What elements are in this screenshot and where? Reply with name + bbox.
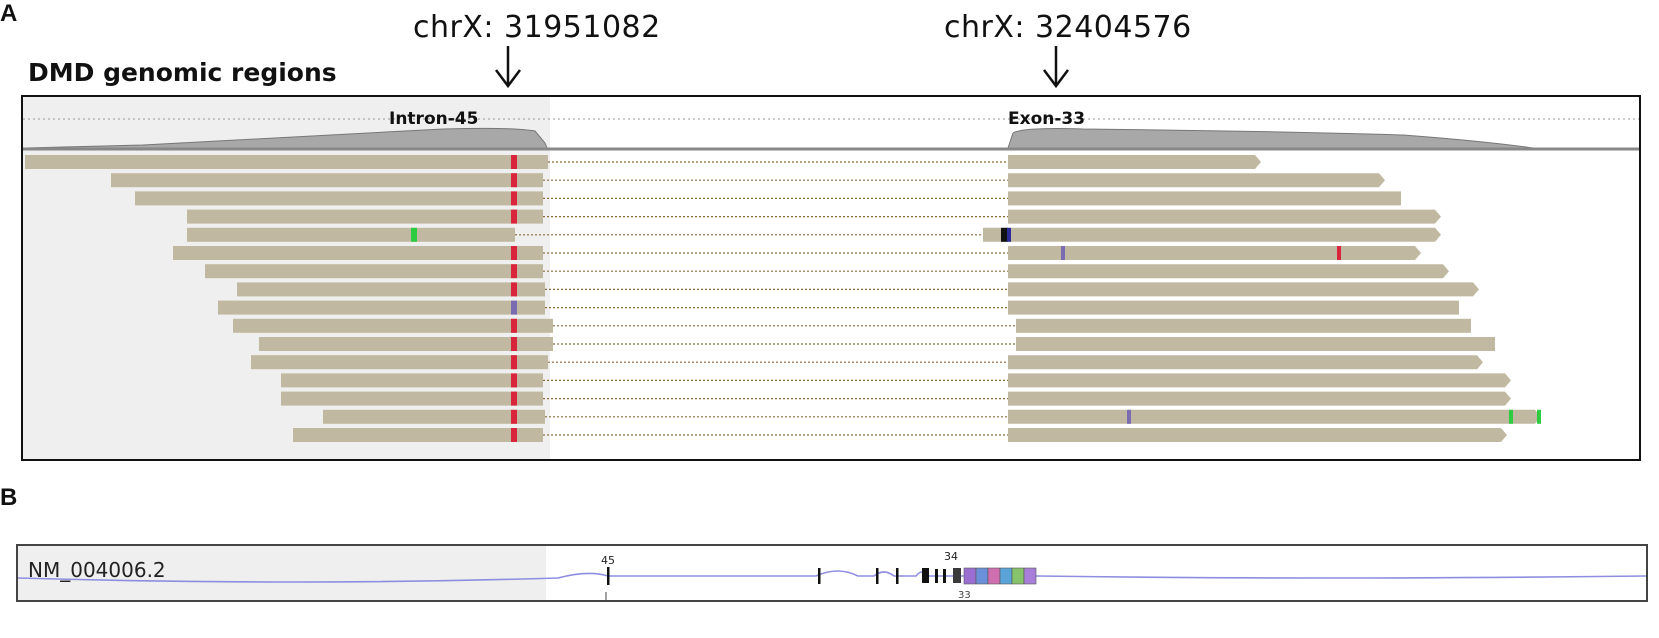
mismatch-marker (511, 337, 517, 351)
read-segment-right (1016, 337, 1495, 351)
exon-mark (943, 569, 946, 583)
mismatch-marker (1337, 246, 1341, 260)
fusion-exon-block (1023, 567, 1037, 585)
exon-mark (922, 568, 929, 583)
read-segment-right (1008, 246, 1421, 260)
exon-mark (896, 568, 899, 584)
panel-a-letter: A (0, 0, 18, 27)
read-segment-left (205, 264, 543, 279)
mismatch-marker (1007, 227, 1011, 242)
read-segment-left (323, 409, 545, 424)
read-segment-right (1008, 209, 1441, 224)
read-segment-right (1008, 173, 1385, 188)
fusion-exon-block (1011, 567, 1025, 585)
read-segment-right (1008, 282, 1479, 297)
breakpoint-right-arrow (1043, 46, 1069, 89)
mismatch-marker (511, 209, 517, 224)
mismatch-marker (1509, 409, 1513, 424)
read-segment-right (1008, 409, 1541, 424)
transcript-label: NM_004006.2 (28, 558, 166, 582)
exon-mark (953, 568, 961, 583)
reads-group (25, 155, 1541, 442)
read-segment-right (1008, 155, 1261, 169)
coverage-left (24, 127, 548, 149)
read-segment-right (1016, 318, 1471, 333)
intron-line (18, 570, 1646, 583)
coverage-track (24, 127, 1534, 149)
mismatch-marker (511, 246, 517, 260)
exon-mark (607, 567, 610, 585)
read-segment-left (135, 191, 543, 206)
read-segment-right (1008, 191, 1401, 206)
transcript-shade (18, 546, 546, 600)
read-segment-right (983, 227, 1441, 242)
exon-33-label: Exon-33 (1008, 109, 1085, 129)
fusion-exon-block (963, 567, 977, 585)
read-segment-left (281, 373, 543, 388)
mismatch-marker (511, 428, 517, 442)
read-segment-left (187, 227, 515, 242)
panel-b-letter: B (0, 484, 18, 511)
mismatch-marker (1061, 246, 1065, 260)
mismatch-marker (511, 191, 517, 206)
exon-mark (876, 568, 879, 584)
read-segment-left (173, 246, 543, 260)
read-segment-right (1008, 355, 1483, 370)
mismatch-marker (511, 391, 517, 406)
read-segment-right (1008, 300, 1459, 315)
mismatch-marker (511, 409, 517, 424)
mismatch-marker (511, 355, 517, 370)
read-segment-left (187, 209, 543, 224)
insertion-marker (1001, 227, 1008, 242)
mismatch-marker (411, 227, 417, 242)
read-segment-left (251, 355, 548, 370)
mismatch-marker (1127, 409, 1131, 424)
mismatch-marker (511, 173, 517, 188)
breakpoint-left-label: chrX: 31951082 (413, 10, 661, 45)
read-segment-left (259, 337, 553, 351)
intron-45-label: Intron-45 (389, 109, 478, 129)
fusion-exon-block (975, 567, 989, 585)
mismatch-marker (511, 318, 517, 333)
read-segment-right (1008, 391, 1511, 406)
breakpoint-right-label: chrX: 32404576 (944, 10, 1192, 45)
gene-structure (18, 567, 1646, 600)
fusion-exon-block (999, 567, 1013, 585)
exon-mark (935, 569, 938, 583)
mismatch-marker (511, 300, 517, 315)
mismatch-marker (511, 282, 517, 297)
breakpoint-left-arrow (495, 46, 521, 89)
exon-mark (818, 568, 821, 584)
region-title: DMD genomic regions (28, 58, 337, 87)
alignment-viewer[interactable]: Intron-45 Exon-33 (21, 95, 1641, 461)
read-segment-left (218, 300, 545, 315)
read-segment-right (1008, 428, 1507, 442)
exon-33-tick-label: 33 (958, 590, 971, 600)
exon-45-label: 45 (601, 554, 615, 567)
gene-model: 45 34 33 (18, 546, 1646, 600)
read-segment-left (281, 391, 543, 406)
exon-34-label: 34 (944, 550, 958, 563)
mismatch-marker (511, 264, 517, 279)
alignment-track: Intron-45 Exon-33 (23, 97, 1639, 459)
read-segment-left (111, 173, 543, 188)
read-segment-right (1008, 264, 1449, 279)
read-segment-right (1008, 373, 1511, 388)
read-segment-left (25, 155, 548, 169)
mismatch-marker (511, 155, 517, 169)
transcript-track[interactable]: 45 34 33 NM_004006.2 (16, 544, 1648, 602)
mismatch-marker (511, 373, 517, 388)
fusion-exon-block (987, 567, 1001, 585)
mismatch-marker (1537, 409, 1541, 424)
read-segment-left (237, 282, 545, 297)
read-segment-left (293, 428, 543, 442)
read-segment-left (233, 318, 553, 333)
coverage-right (1007, 128, 1534, 149)
